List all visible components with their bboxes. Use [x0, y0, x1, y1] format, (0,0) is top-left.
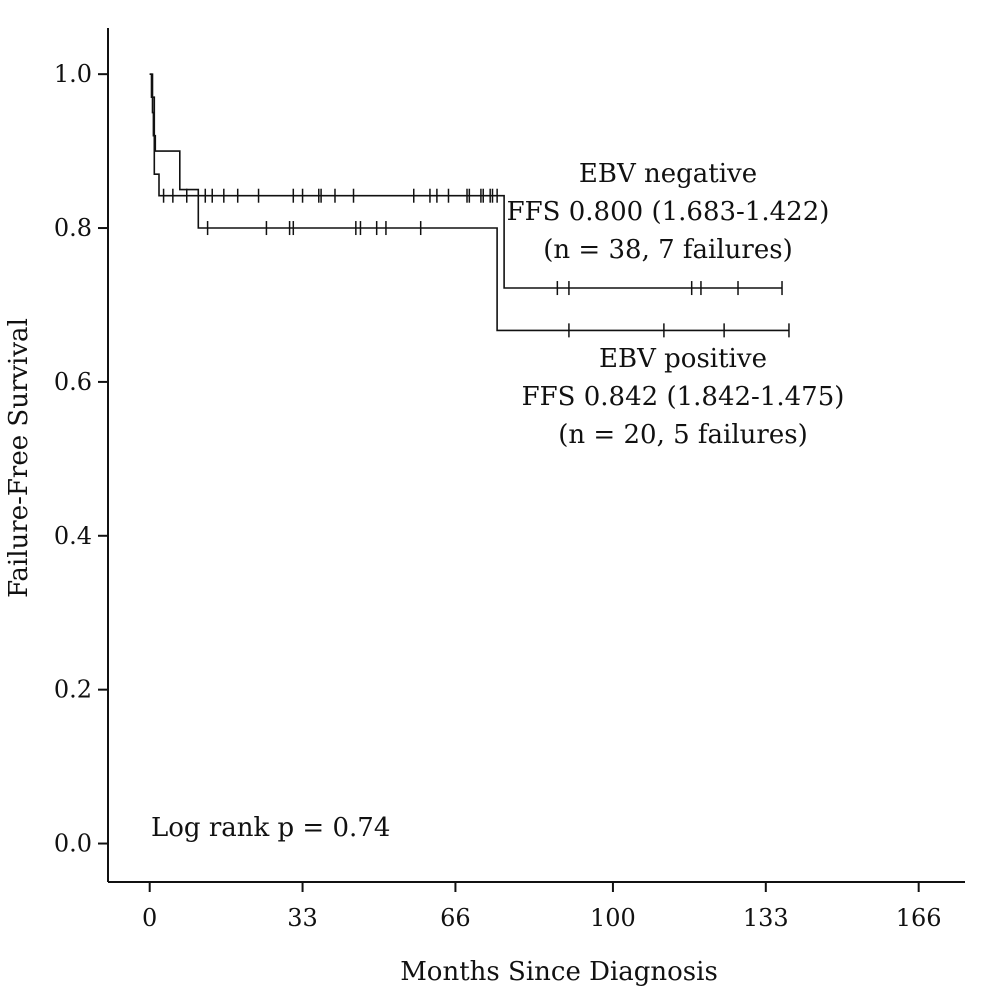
annotation-pos-name: EBV positive: [599, 344, 767, 374]
axes: [107, 28, 965, 883]
y-ticks: 0.0 0.2 0.4 0.6 0.8 1.0: [54, 60, 108, 858]
annotation-neg-n: (n = 38, 7 failures): [543, 235, 792, 265]
y-tick-label: 0.4: [54, 522, 92, 550]
series-layer: [149, 73, 790, 338]
y-tick-label: 0.8: [54, 214, 92, 242]
annotation-pos-ffs: FFS 0.842 (1.842-1.475): [522, 382, 845, 412]
x-tick-label: 33: [287, 904, 318, 932]
annotation-pos-n: (n = 20, 5 failures): [558, 420, 807, 450]
x-axis-title: Months Since Diagnosis: [400, 957, 718, 987]
x-tick-label: 66: [440, 904, 471, 932]
x-tick-label: 166: [896, 904, 942, 932]
y-tick-label: 0.0: [54, 830, 92, 858]
legend-annotations: EBV negative FFS 0.800 (1.683-1.422) (n …: [151, 159, 844, 843]
series-line-ebv-negative: [149, 73, 789, 332]
series-line-ebv-positive: [149, 73, 782, 289]
y-axis-title: Failure-Free Survival: [4, 318, 34, 598]
y-tick-label: 0.2: [54, 676, 92, 704]
x-tick-label: 133: [743, 904, 789, 932]
annotation-logrank: Log rank p = 0.74: [151, 813, 390, 843]
annotation-neg-ffs: FFS 0.800 (1.683-1.422): [507, 197, 830, 227]
y-tick-label: 1.0: [54, 60, 92, 88]
x-tick-label: 100: [590, 904, 636, 932]
x-ticks: 0 33 66 100 133 166: [142, 882, 942, 932]
x-tick-label: 0: [142, 904, 157, 932]
y-tick-label: 0.6: [54, 368, 92, 396]
annotation-neg-name: EBV negative: [579, 159, 757, 189]
